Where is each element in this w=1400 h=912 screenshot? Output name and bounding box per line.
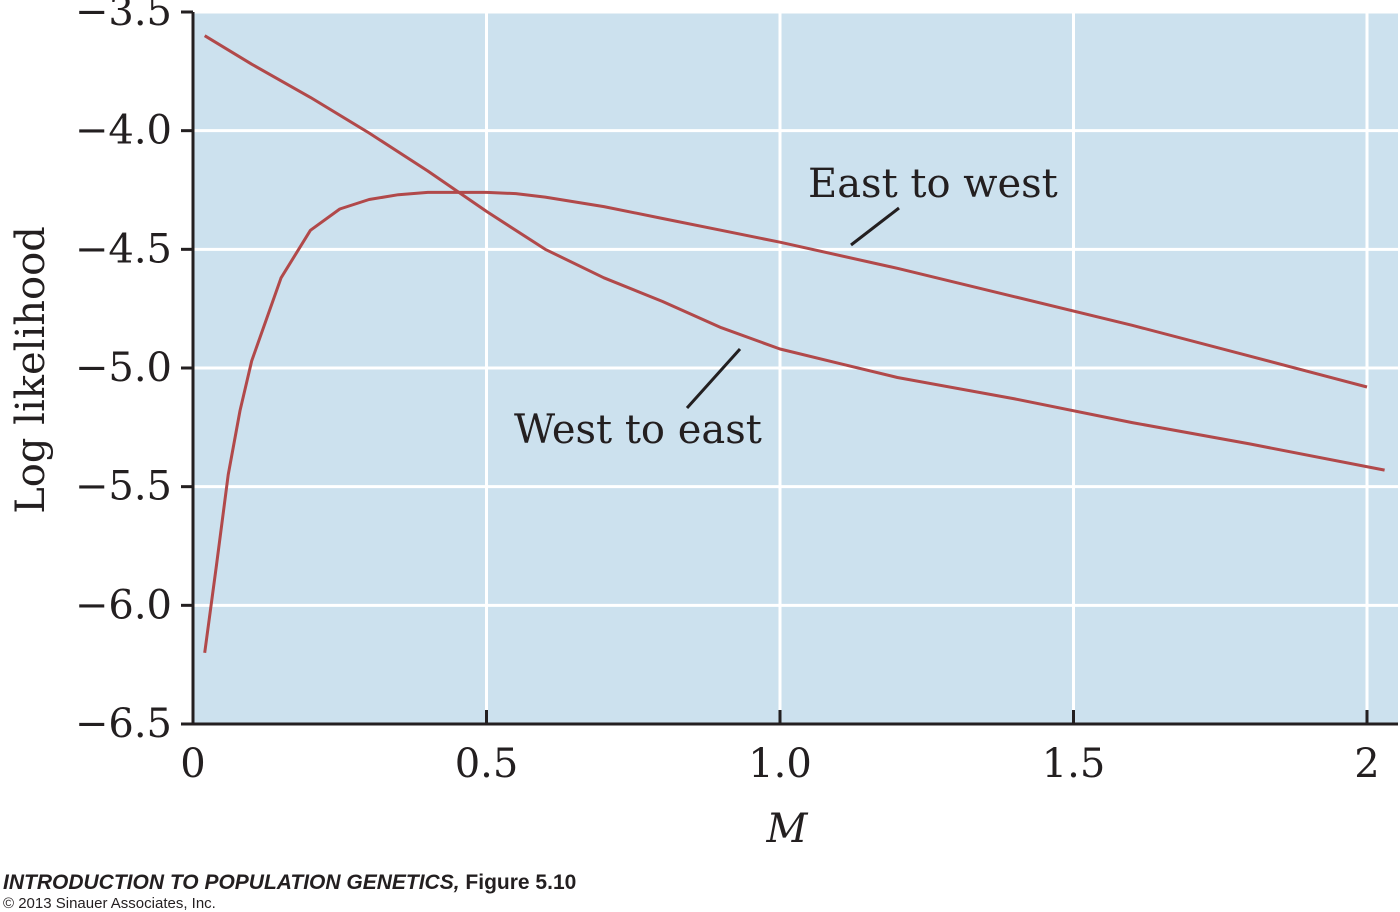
y-tick-label: −5.5	[75, 464, 172, 510]
tick-labels: 0 0.5 1.0 1.5 2 −3.5 −4.0 −4.5 −5.0 −5.5 −6.0 −6.5	[75, 0, 1380, 787]
y-tick-label: −5.0	[75, 345, 172, 391]
x-tick-label: 1.5	[1042, 741, 1106, 787]
series-line	[203, 190, 1368, 653]
annotations: East to west West to east	[514, 161, 1058, 453]
x-tick-label: 1.0	[748, 741, 812, 787]
book-title: INTRODUCTION TO POPULATION GENETICS,	[3, 871, 460, 894]
grid	[193, 10, 1398, 724]
copyright-line: © 2013 Sinauer Associates, Inc.	[3, 895, 216, 912]
x-axis-title: M	[766, 806, 809, 852]
annotation-label: East to west	[808, 161, 1058, 207]
annotation-leader-line	[685, 347, 742, 410]
figure-caption: INTRODUCTION TO POPULATION GENETICS, Fig…	[3, 871, 576, 895]
y-tick-label: −6.5	[75, 701, 172, 747]
x-tick-label: 0	[180, 741, 205, 787]
y-tick-label: −6.0	[75, 582, 172, 628]
y-tick-label: −4.5	[75, 226, 172, 272]
figure-number: Figure 5.10	[465, 871, 577, 894]
series-lines	[203, 34, 1385, 653]
x-tick-label: 0.5	[455, 741, 519, 787]
series-line	[203, 34, 1385, 472]
y-tick-label: −3.5	[75, 0, 172, 35]
y-tick-label: −4.0	[75, 108, 172, 154]
annotation-label: West to east	[514, 407, 762, 453]
annotation-leader-line	[850, 206, 900, 247]
y-axis-title: Log likelihood	[8, 226, 54, 514]
axes	[181, 10, 1398, 726]
x-tick-label: 2	[1354, 741, 1379, 787]
